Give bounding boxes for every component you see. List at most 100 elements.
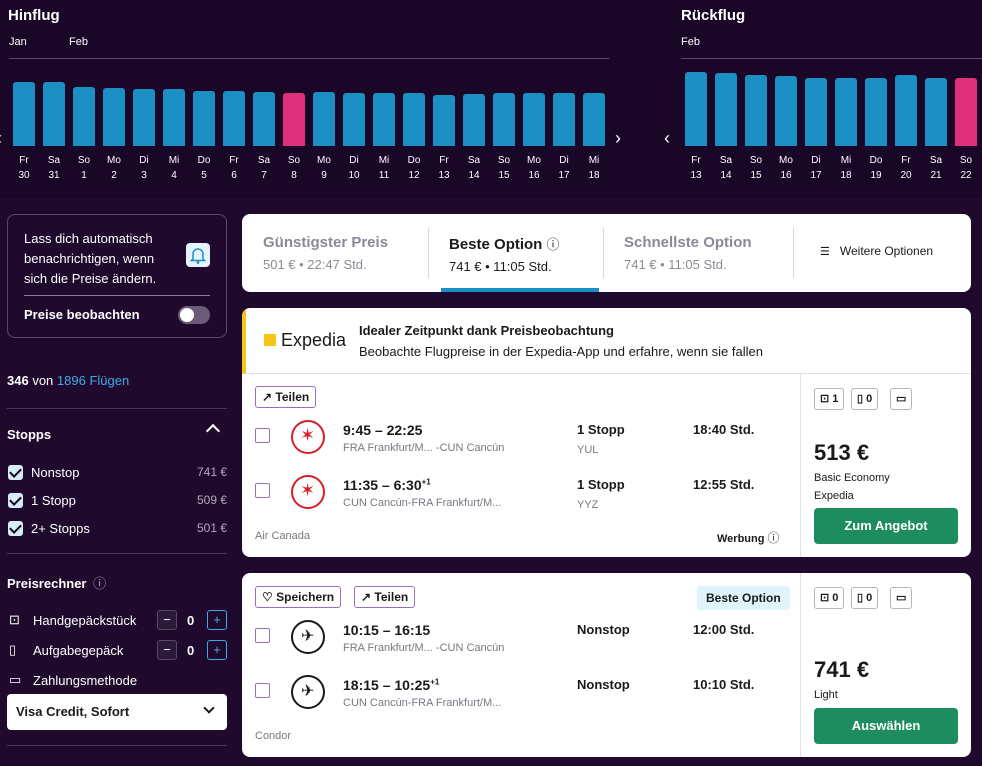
date-price-bar[interactable] [463, 94, 485, 146]
date-label[interactable]: Fr 6 [219, 153, 249, 183]
carry-on-minus-button[interactable]: − [157, 610, 177, 630]
checkbox-checked[interactable] [8, 521, 23, 536]
date-price-bar[interactable] [895, 75, 917, 146]
date-label[interactable]: So 8 [279, 153, 309, 183]
chevron-right-icon[interactable]: › [615, 128, 621, 148]
date-price-bar[interactable] [553, 93, 575, 146]
date-price-bar[interactable] [73, 87, 95, 146]
compare-checkbox[interactable] [255, 628, 270, 643]
date-label[interactable]: Di 10 [339, 153, 369, 183]
date-price-bar[interactable] [103, 88, 125, 146]
date-price-bar[interactable] [253, 92, 275, 146]
airline-name: Air Canada [255, 530, 311, 542]
date-label[interactable]: Do 12 [399, 153, 429, 183]
chevron-up-icon[interactable] [205, 423, 221, 439]
date-price-bar[interactable] [13, 82, 35, 146]
date-price-bar[interactable] [403, 93, 425, 146]
date-price-bar[interactable] [925, 78, 947, 146]
month-label: Feb [681, 36, 700, 48]
date-label[interactable]: Mo 16 [519, 153, 549, 183]
date-label[interactable]: Sa 21 [921, 153, 951, 183]
share-button[interactable]: ↗ Teilen [354, 586, 416, 608]
tab-fastest[interactable]: Schnellste Option 741 € • 11:05 Std. [603, 214, 793, 292]
date-label[interactable]: Di 3 [129, 153, 159, 183]
date-price-bar[interactable] [523, 93, 545, 146]
view-deal-button[interactable]: Zum Angebot [814, 508, 958, 544]
info-icon[interactable]: ⓘ [546, 237, 560, 252]
date-label[interactable]: Mo 16 [771, 153, 801, 183]
date-label[interactable]: Do 5 [189, 153, 219, 183]
leg-times-text: 10:15 – 16:15 [343, 622, 431, 638]
date-label[interactable]: Sa 7 [249, 153, 279, 183]
tab-best[interactable]: Beste Option ⓘ 741 € • 11:05 Std. [428, 214, 603, 292]
date-price-bar[interactable] [715, 73, 737, 146]
date-label[interactable]: Mi 4 [159, 153, 189, 183]
date-price-bar[interactable] [685, 72, 707, 146]
chevron-left-icon[interactable]: ‹ [0, 128, 2, 149]
date-price-bar[interactable] [193, 91, 215, 146]
date-price-bar[interactable] [223, 91, 245, 146]
info-icon[interactable]: ⓘ [767, 531, 780, 545]
info-icon[interactable]: ⓘ [93, 576, 107, 591]
date-label[interactable]: So 22 [951, 153, 981, 183]
date-price-bar[interactable] [835, 78, 857, 146]
date-label[interactable]: So 1 [69, 153, 99, 183]
date-label[interactable]: Fr 30 [9, 153, 39, 183]
date-label[interactable]: Mo 9 [309, 153, 339, 183]
weekday-label: Di [139, 155, 149, 166]
date-price-bar[interactable] [433, 95, 455, 146]
date-label[interactable]: Mi 18 [831, 153, 861, 183]
date-price-bar[interactable] [373, 93, 395, 146]
carry-on-plus-button[interactable]: + [207, 610, 227, 630]
ad-label[interactable]: Werbung ⓘ [717, 529, 780, 546]
date-price-bar[interactable] [805, 78, 827, 146]
date-label[interactable]: Di 17 [549, 153, 579, 183]
tab-cheapest[interactable]: Günstigster Preis 501 € • 22:47 Std. [242, 214, 428, 292]
date-label[interactable]: So 15 [489, 153, 519, 183]
date-price-bar[interactable] [343, 93, 365, 146]
date-price-bar[interactable] [493, 93, 515, 146]
date-label[interactable]: Di 17 [801, 153, 831, 183]
chevron-left-icon[interactable]: ‹ [664, 128, 670, 148]
stop-filter-nonstop[interactable]: Nonstop 741 € [7, 463, 227, 483]
stop-filter-1-stop[interactable]: 1 Stopp 509 € [7, 491, 227, 511]
checkbox-checked[interactable] [8, 465, 23, 480]
date-label[interactable]: Fr 20 [891, 153, 921, 183]
select-button[interactable]: Auswählen [814, 708, 958, 744]
date-price-bar[interactable] [313, 92, 335, 146]
leg-stops: Nonstop [577, 622, 630, 637]
watch-prices-toggle[interactable] [178, 306, 210, 324]
date-price-bar[interactable] [955, 78, 977, 146]
date-price-bar[interactable] [775, 76, 797, 146]
checkbox-checked[interactable] [8, 493, 23, 508]
date-price-bar[interactable] [133, 89, 155, 146]
more-options-button[interactable]: ☰ Weitere Optionen [820, 244, 933, 258]
checked-bag-plus-button[interactable]: + [207, 640, 227, 660]
date-price-bar[interactable] [745, 75, 767, 146]
date-label[interactable]: Mi 18 [579, 153, 609, 183]
date-price-bar[interactable] [583, 93, 605, 146]
date-label[interactable]: Fr 13 [429, 153, 459, 183]
date-label[interactable]: Sa 14 [711, 153, 741, 183]
date-price-bar[interactable] [283, 93, 305, 146]
date-price-bar[interactable] [43, 82, 65, 146]
save-button[interactable]: ♡ Speichern [255, 586, 342, 608]
date-label[interactable]: Mo 2 [99, 153, 129, 183]
payment-method-select[interactable]: Visa Credit, Sofort [7, 694, 227, 730]
date-price-bar[interactable] [865, 78, 887, 146]
compare-checkbox[interactable] [255, 483, 270, 498]
date-label[interactable]: Mi 11 [369, 153, 399, 183]
checked-bag-minus-button[interactable]: − [157, 640, 177, 660]
result-count-total-link[interactable]: 1896 Flügen [56, 373, 130, 388]
share-button[interactable]: ↗ Teilen [255, 386, 317, 408]
date-label[interactable]: Fr 13 [681, 153, 711, 183]
date-label[interactable]: So 15 [741, 153, 771, 183]
compare-checkbox[interactable] [255, 428, 270, 443]
date-label[interactable]: Do 19 [861, 153, 891, 183]
stop-filter-2-stops[interactable]: 2+ Stopps 501 € [7, 519, 227, 539]
date-price-bar[interactable] [163, 89, 185, 146]
date-label[interactable]: Sa 31 [39, 153, 69, 183]
expedia-promo-banner[interactable]: Expedia Idealer Zeitpunkt dank Preisbeob… [242, 308, 971, 374]
compare-checkbox[interactable] [255, 683, 270, 698]
date-label[interactable]: Sa 14 [459, 153, 489, 183]
